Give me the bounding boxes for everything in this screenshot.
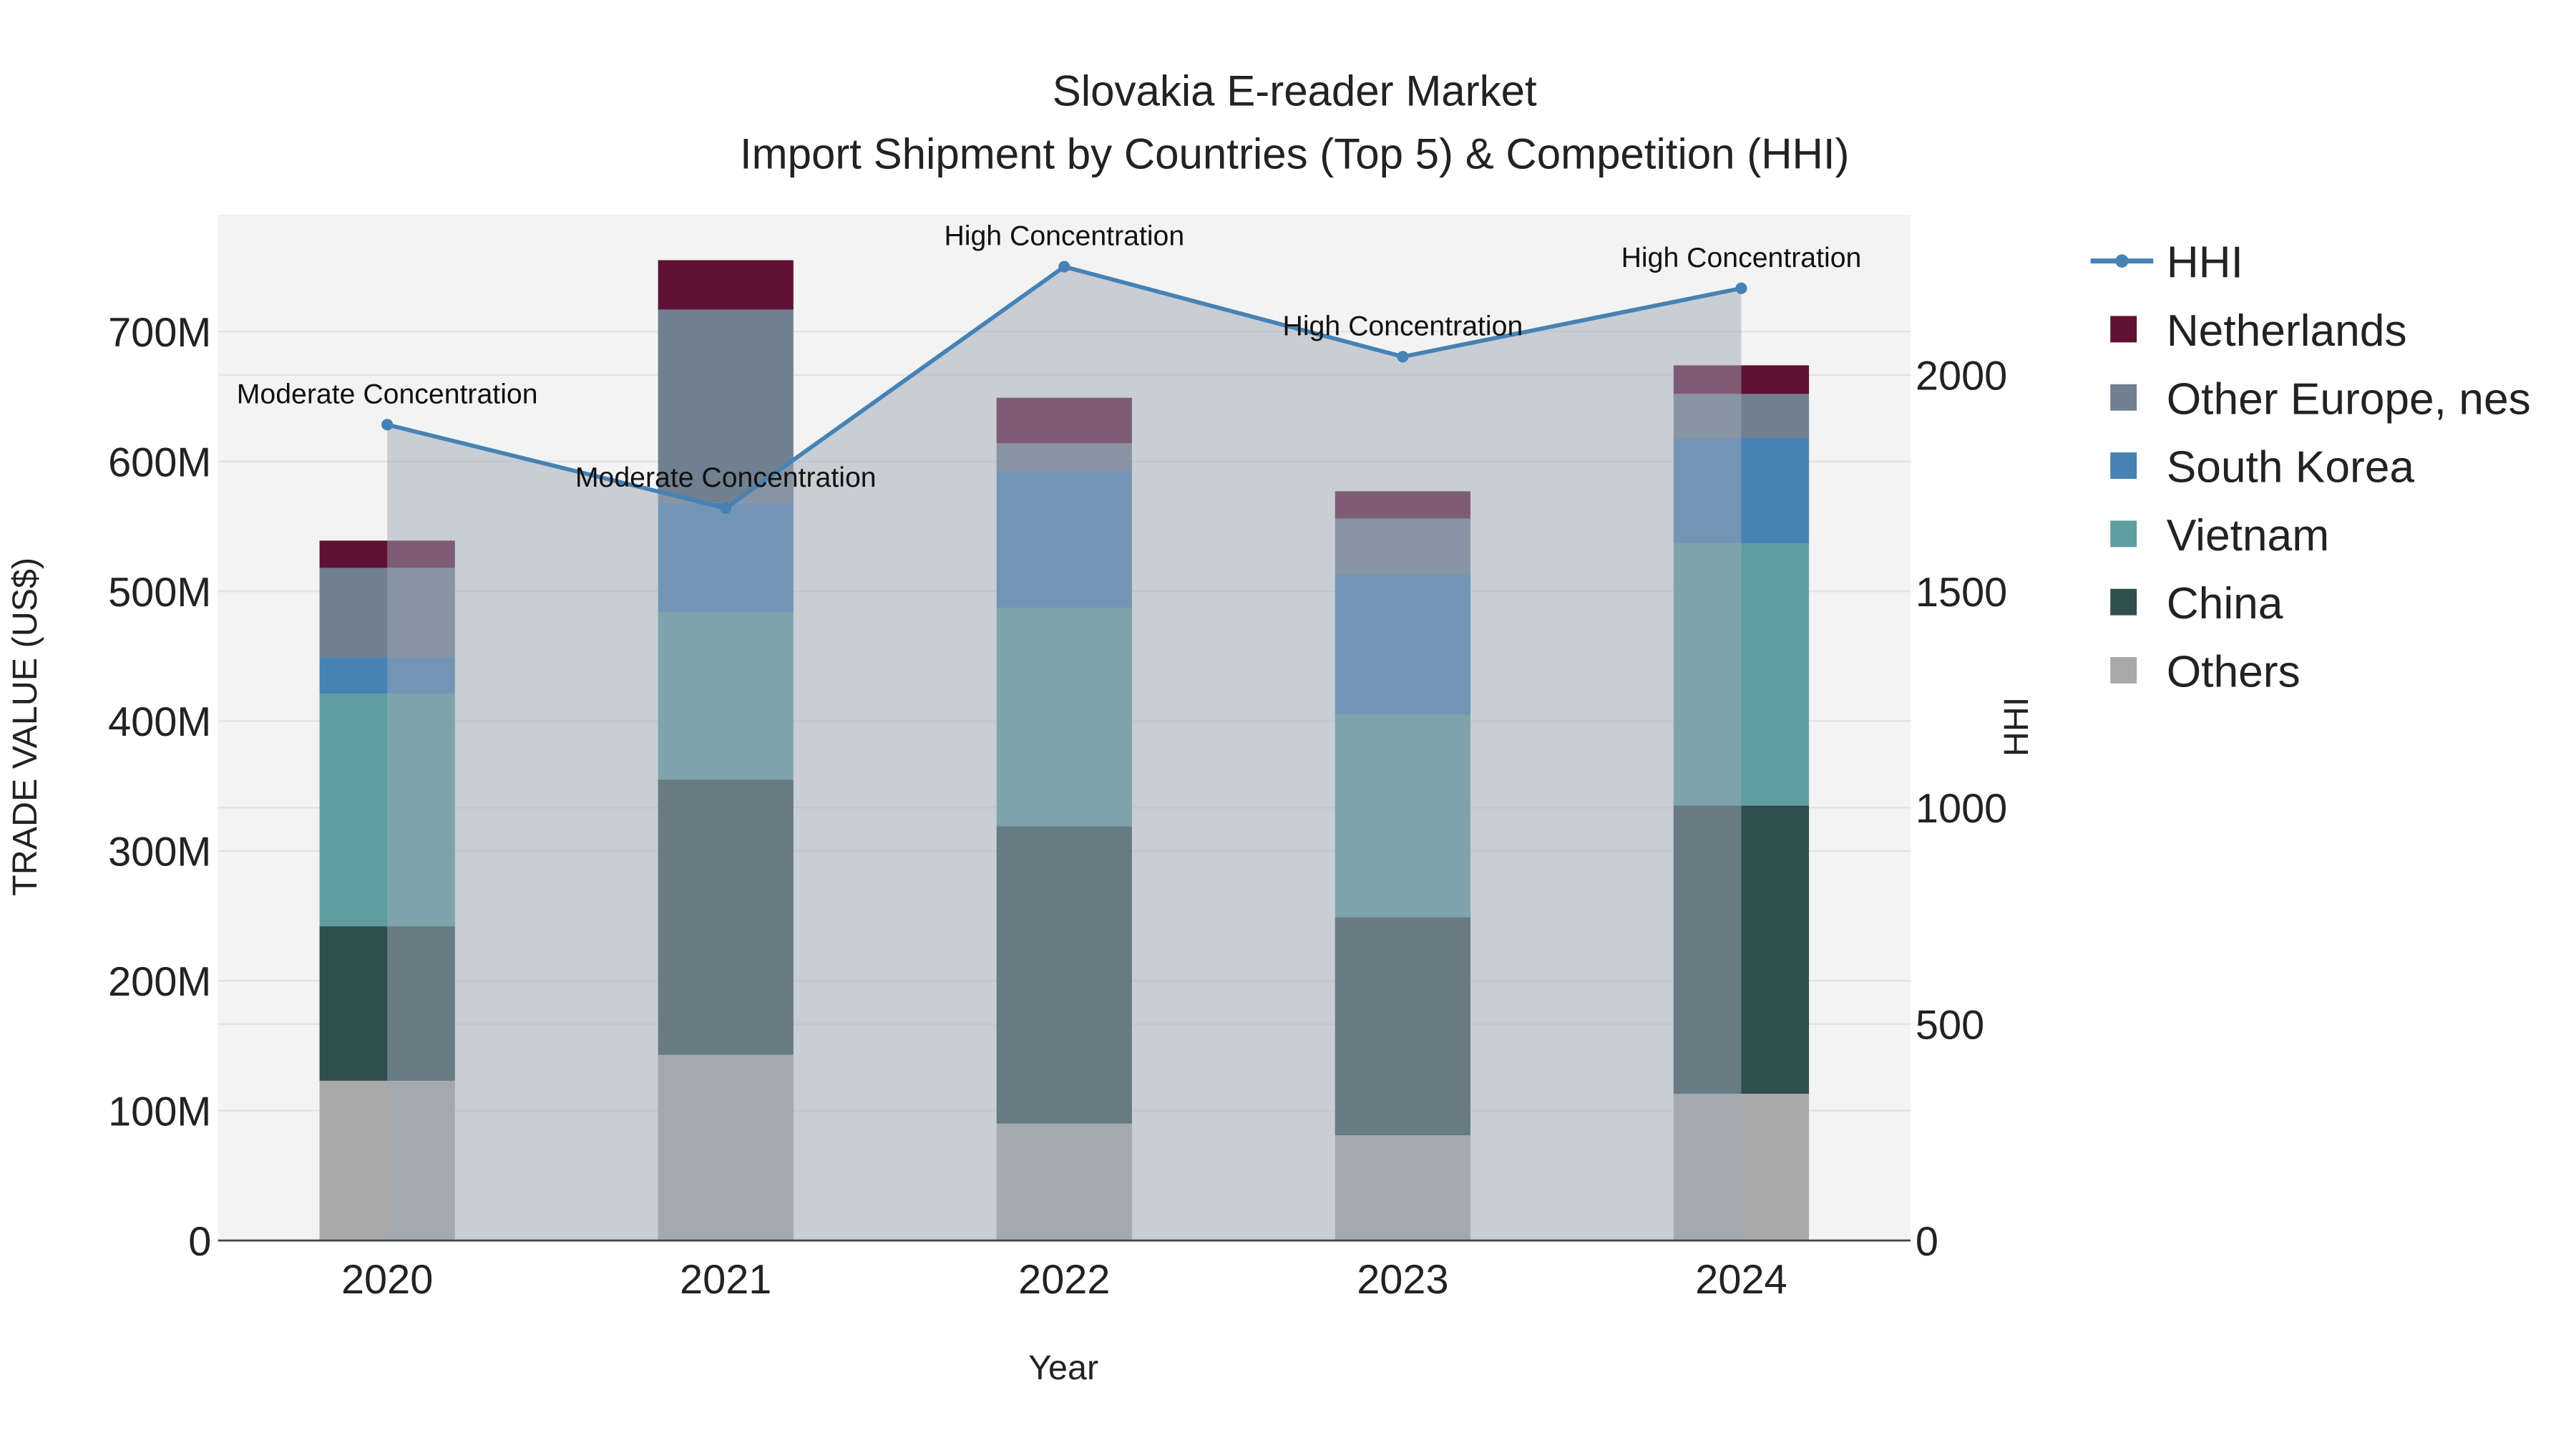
- y-tick-label: 0: [188, 1219, 211, 1265]
- legend-item-hhi[interactable]: HHI: [2090, 238, 2243, 288]
- legend-swatch: [2110, 588, 2137, 616]
- legend-item-vietnam[interactable]: Vietnam: [2110, 511, 2329, 560]
- bar-netherlands-2021[interactable]: [658, 260, 794, 310]
- y-tick-label: 500M: [108, 570, 211, 616]
- hhi-annotation: Moderate Concentration: [237, 378, 538, 409]
- legend-item-other-europe-nes[interactable]: Other Europe, nes: [2110, 374, 2531, 424]
- x-tick-label: 2023: [1357, 1257, 1448, 1303]
- legend-item-south-korea[interactable]: South Korea: [2110, 443, 2414, 492]
- legend-label: Others: [2167, 648, 2301, 697]
- hhi-point-2020[interactable]: [381, 419, 394, 431]
- legend-swatch: [2110, 520, 2137, 548]
- legend-label: China: [2167, 579, 2283, 628]
- legend-marker: [2115, 254, 2129, 268]
- legend-item-china[interactable]: China: [2110, 579, 2283, 628]
- y-tick-label: 400M: [108, 699, 211, 745]
- legend-swatch: [2110, 452, 2137, 479]
- y2-tick-label: 500: [1916, 1003, 1984, 1049]
- legend-label: Netherlands: [2167, 306, 2407, 356]
- y2-tick-label: 2000: [1916, 353, 2007, 399]
- legend-swatch: [2110, 316, 2137, 343]
- y2-tick-label: 1500: [1916, 570, 2007, 616]
- hhi-point-2024[interactable]: [1735, 282, 1747, 294]
- hhi-point-2021[interactable]: [720, 502, 732, 515]
- x-tick-label: 2024: [1695, 1257, 1787, 1303]
- y2-tick-label: 1000: [1916, 786, 2007, 832]
- legend-label: Other Europe, nes: [2167, 374, 2531, 424]
- y-tick-label: 600M: [108, 439, 211, 485]
- hhi-annotation: High Concentration: [944, 220, 1184, 252]
- bar-other-europe-nes-2021[interactable]: [658, 309, 794, 503]
- y2-axis-label: HHI: [1997, 697, 2036, 757]
- y-tick-label: 300M: [108, 830, 211, 875]
- hhi-point-2023[interactable]: [1397, 351, 1409, 363]
- hhi-annotation: Moderate Concentration: [575, 462, 877, 493]
- chart-title: Slovakia E-reader Market: [1053, 67, 1537, 115]
- y2-tick-label: 0: [1916, 1219, 1938, 1265]
- y-tick-label: 100M: [108, 1089, 211, 1134]
- x-tick-label: 2021: [680, 1257, 771, 1303]
- x-axis-label: Year: [1028, 1348, 1098, 1387]
- hhi-annotation: High Concentration: [1621, 242, 1862, 273]
- hhi-point-2022[interactable]: [1058, 261, 1070, 273]
- legend-item-others[interactable]: Others: [2110, 648, 2301, 697]
- x-tick-label: 2020: [341, 1257, 433, 1303]
- legend-swatch: [2110, 384, 2137, 411]
- legend-label: South Korea: [2167, 443, 2415, 492]
- x-tick-label: 2022: [1018, 1257, 1110, 1303]
- y-tick-label: 200M: [108, 959, 211, 1005]
- y-tick-label: 700M: [108, 310, 211, 356]
- legend-swatch: [2110, 657, 2137, 684]
- chart-subtitle: Import Shipment by Countries (Top 5) & C…: [740, 130, 1850, 178]
- y-axis-label: TRADE VALUE (US$): [6, 558, 44, 896]
- legend-item-netherlands[interactable]: Netherlands: [2110, 306, 2407, 356]
- legend-label: Vietnam: [2167, 511, 2329, 560]
- legend-label: HHI: [2167, 238, 2243, 288]
- hhi-annotation: High Concentration: [1283, 310, 1523, 341]
